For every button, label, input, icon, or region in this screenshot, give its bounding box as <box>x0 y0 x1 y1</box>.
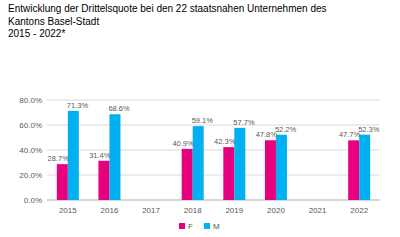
y-tick-label: 40.0% <box>19 146 42 155</box>
chart-container: Entwicklung der Drittelsquote bei den 22… <box>0 0 400 237</box>
bar <box>182 149 193 200</box>
legend-label: M <box>213 222 220 231</box>
bar <box>109 114 120 200</box>
bar <box>265 140 276 200</box>
chart-title: Entwicklung der Drittelsquote bei den 22… <box>8 3 327 39</box>
data-label: 31.4% <box>89 151 111 160</box>
data-label: 68.6% <box>108 104 130 113</box>
x-tick-label: 2015 <box>59 206 77 215</box>
bar <box>98 161 109 200</box>
grid-line <box>47 200 380 201</box>
labels-group: 28.7%31.4%40.9%42.3%47.8%47.7%71.3%68.6%… <box>48 101 380 163</box>
bar <box>223 147 234 200</box>
grid-line <box>47 100 380 101</box>
bar <box>68 111 79 200</box>
data-label: 52.3% <box>358 125 380 134</box>
data-label: 28.7% <box>48 154 70 163</box>
bar <box>234 128 245 200</box>
title-line: Kantons Basel-Stadt <box>8 16 99 27</box>
grid-line <box>47 175 380 176</box>
x-tick-label: 2019 <box>225 206 243 215</box>
y-tick-label: 60.0% <box>19 121 42 130</box>
x-tick-label: 2021 <box>309 206 327 215</box>
legend: FM <box>179 222 220 231</box>
bar <box>359 135 370 200</box>
grid-line <box>47 125 380 126</box>
data-label: 57.7% <box>233 118 255 127</box>
data-label: 59.1% <box>192 116 214 125</box>
bar <box>193 126 204 200</box>
y-tick-label: 0.0% <box>24 196 42 205</box>
y-tick-label: 80.0% <box>19 96 42 105</box>
x-tick-label: 2020 <box>267 206 285 215</box>
y-tick-label: 20.0% <box>19 171 42 180</box>
bar <box>276 135 287 200</box>
legend-swatch <box>204 223 210 229</box>
data-label: 52.2% <box>275 125 297 134</box>
data-label: 42.3% <box>214 137 236 146</box>
x-tick-label: 2016 <box>101 206 119 215</box>
title-line: Entwicklung der Drittelsquote bei den 22… <box>8 3 327 14</box>
x-tick-label: 2017 <box>142 206 160 215</box>
title-line: 2015 - 2022* <box>8 28 65 39</box>
bar <box>348 140 359 200</box>
bars-group <box>57 111 370 200</box>
x-axis-line <box>47 200 380 201</box>
x-tick-label: 2022 <box>350 206 368 215</box>
legend-label: F <box>188 222 193 231</box>
x-tick-label: 2018 <box>184 206 202 215</box>
legend-swatch <box>179 223 185 229</box>
chart-svg: Entwicklung der Drittelsquote bei den 22… <box>0 0 400 237</box>
bar <box>57 164 68 200</box>
data-label: 40.9% <box>172 139 194 148</box>
data-label: 71.3% <box>67 101 89 110</box>
